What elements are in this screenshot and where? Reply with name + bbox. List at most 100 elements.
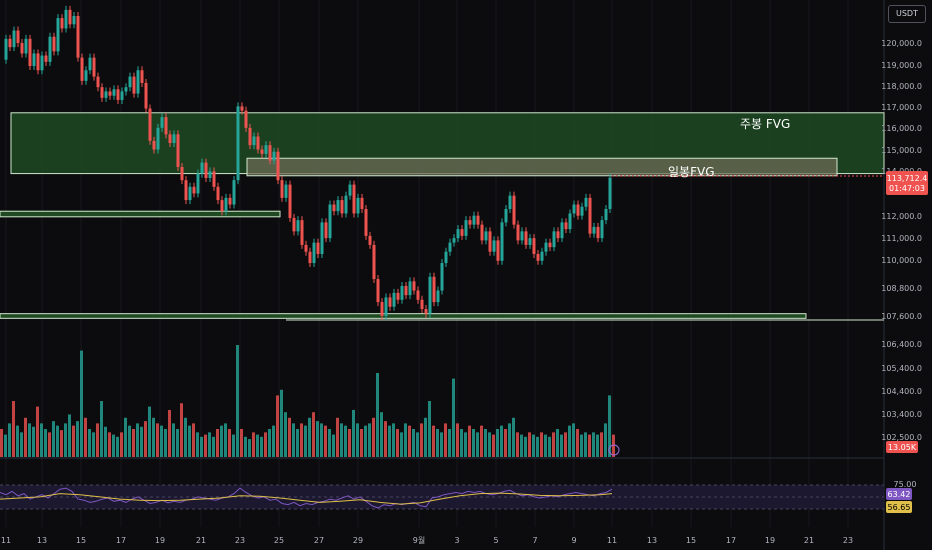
x-tick-label: 19 (155, 536, 165, 545)
candle (288, 184, 292, 218)
volume-bar (32, 426, 35, 457)
volume-bar (504, 429, 507, 457)
weekly-fvg-label: 주봉 FVG (740, 117, 790, 131)
candle (372, 244, 376, 280)
candle (60, 18, 64, 29)
volume-bar (228, 429, 231, 457)
x-tick-label: 23 (843, 536, 853, 545)
volume-bar (488, 432, 491, 457)
volume-bar (96, 423, 99, 457)
volume-bar (248, 439, 251, 457)
volume-bar (232, 434, 235, 457)
candle (284, 184, 288, 198)
candle (192, 186, 196, 194)
volume-bar (508, 423, 511, 457)
volume-bar (4, 434, 7, 457)
volume-bar (16, 425, 19, 457)
candle (220, 200, 224, 212)
volume-bar (484, 429, 487, 457)
rsi-ma-line (0, 492, 613, 505)
candle (332, 204, 336, 212)
candle (256, 136, 260, 150)
candle (124, 87, 128, 92)
candle (424, 309, 428, 314)
volume-bar (304, 425, 307, 457)
candle (324, 222, 328, 239)
volume-bar (436, 429, 439, 457)
volume-bar (400, 432, 403, 457)
candle (152, 140, 156, 150)
volume-bar (40, 423, 43, 457)
volume-bar (280, 389, 283, 457)
candle (540, 251, 544, 261)
volume-bar (252, 432, 255, 457)
x-tick-label: 9 (571, 536, 576, 545)
candle (44, 55, 48, 62)
volume-bar (36, 406, 39, 457)
volume-bar (140, 426, 143, 457)
candle (172, 134, 176, 144)
x-tick-label: 5 (493, 536, 498, 545)
volume-bar (572, 423, 575, 457)
volume-bar (56, 425, 59, 457)
candle (544, 242, 548, 252)
volume-bar (316, 421, 319, 457)
volume-bar (532, 434, 535, 457)
volume-bar (240, 429, 243, 457)
candle (144, 82, 148, 109)
candle (380, 302, 384, 316)
candle (552, 231, 556, 248)
volume-bar (332, 434, 335, 457)
currency-button[interactable]: USDT (888, 5, 926, 23)
volume-bar (476, 432, 479, 457)
candle (392, 292, 396, 307)
volume-value: 13.05K (888, 443, 917, 452)
candle (140, 70, 144, 83)
support-line (0, 210, 281, 218)
volume-bar (544, 434, 547, 457)
volume-bar (216, 429, 219, 457)
volume-bar (368, 423, 371, 457)
volume-bar (580, 434, 583, 457)
candle (160, 117, 164, 128)
candle (456, 229, 460, 239)
y-tick-label: 111,000.0 (881, 234, 922, 243)
volume-bar (584, 432, 587, 457)
candle (460, 229, 464, 236)
volume-bar (104, 426, 107, 457)
volume-bar (260, 436, 263, 457)
y-tick-label: 108,800.0 (881, 284, 922, 293)
rsi-line (0, 487, 613, 509)
volume-bar (492, 434, 495, 457)
volume-bar (164, 429, 167, 457)
y-tick-label: 120,000.0 (881, 39, 922, 48)
candle (188, 186, 192, 201)
candle (536, 253, 540, 261)
volume-bar (200, 436, 203, 457)
candle (448, 242, 452, 252)
volume-bar (236, 345, 239, 457)
candle (104, 91, 108, 98)
daily-fvg-label: 일봉FVG (668, 165, 715, 179)
volume-bar (596, 434, 599, 457)
candle (216, 186, 220, 201)
candle (300, 220, 304, 245)
volume-bar (172, 423, 175, 457)
candle (224, 197, 228, 212)
volume-bars (0, 345, 620, 457)
candle (268, 145, 272, 161)
candle (208, 171, 212, 178)
candle (108, 91, 112, 96)
volume-bar (420, 423, 423, 457)
candle (600, 220, 604, 239)
candle (336, 200, 340, 212)
candle (436, 290, 440, 303)
candle (204, 162, 208, 178)
volume-bar (8, 423, 11, 457)
volume-bar (480, 425, 483, 457)
volume-bar (336, 417, 339, 457)
candle (40, 55, 44, 71)
candle (116, 89, 120, 100)
